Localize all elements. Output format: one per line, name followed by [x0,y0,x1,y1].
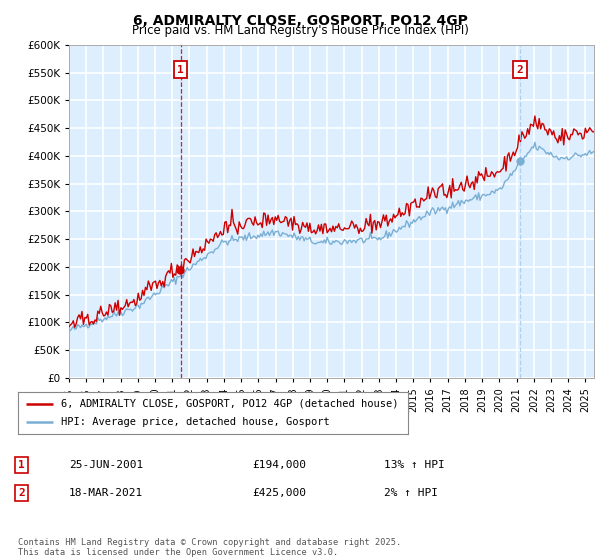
Text: Contains HM Land Registry data © Crown copyright and database right 2025.
This d: Contains HM Land Registry data © Crown c… [18,538,401,557]
Text: 25-JUN-2001: 25-JUN-2001 [69,460,143,470]
Text: 2: 2 [517,65,524,75]
Text: 2% ↑ HPI: 2% ↑ HPI [384,488,438,498]
Text: HPI: Average price, detached house, Gosport: HPI: Average price, detached house, Gosp… [61,417,329,427]
Text: 18-MAR-2021: 18-MAR-2021 [69,488,143,498]
Text: 6, ADMIRALTY CLOSE, GOSPORT, PO12 4GP (detached house): 6, ADMIRALTY CLOSE, GOSPORT, PO12 4GP (d… [61,399,398,409]
Text: 1: 1 [177,65,184,75]
Text: 13% ↑ HPI: 13% ↑ HPI [384,460,445,470]
Text: 6, ADMIRALTY CLOSE, GOSPORT, PO12 4GP: 6, ADMIRALTY CLOSE, GOSPORT, PO12 4GP [133,14,467,28]
Text: £425,000: £425,000 [252,488,306,498]
Text: 2: 2 [18,488,25,498]
Text: £194,000: £194,000 [252,460,306,470]
Text: Price paid vs. HM Land Registry's House Price Index (HPI): Price paid vs. HM Land Registry's House … [131,24,469,36]
Text: 1: 1 [18,460,25,470]
